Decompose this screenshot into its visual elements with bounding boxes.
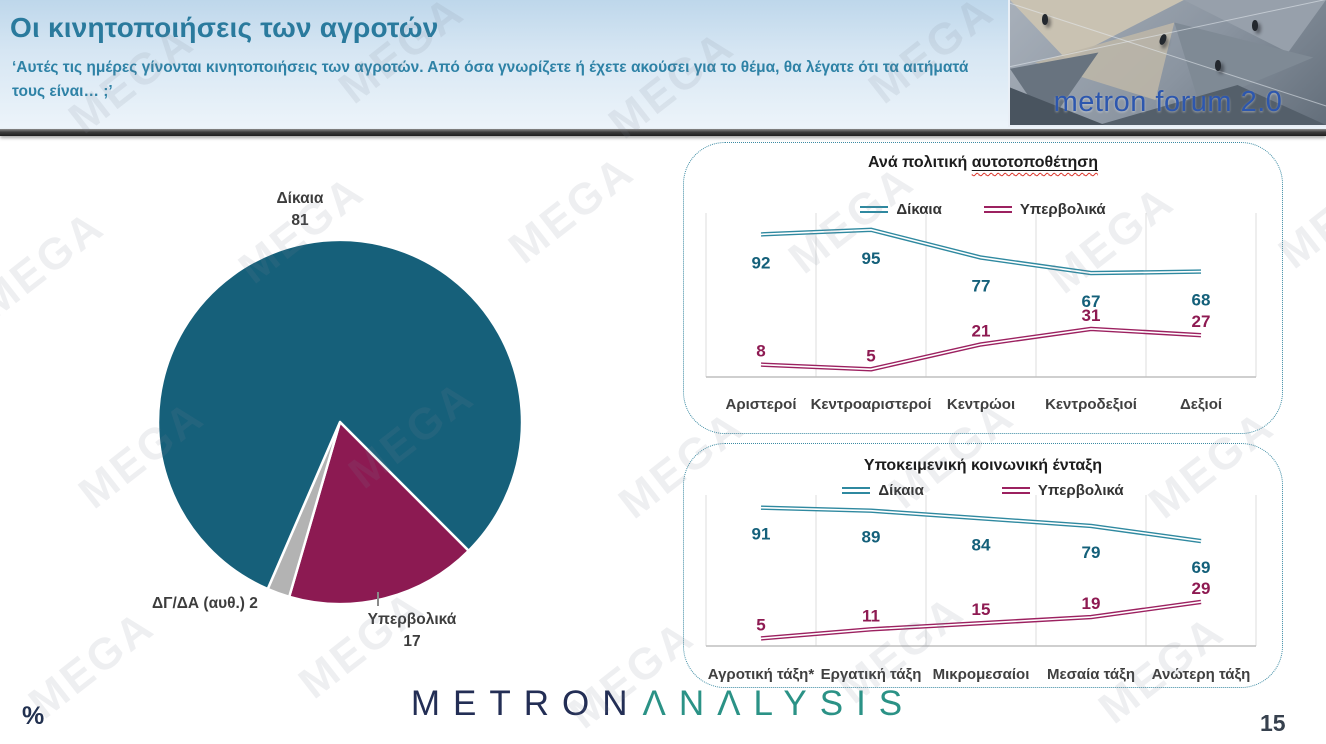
data-label: 92 — [752, 253, 771, 272]
data-label: 89 — [862, 528, 881, 547]
metron-forum-logo-text: metron forum 2.0 — [1053, 86, 1283, 118]
data-label: 29 — [1192, 579, 1211, 598]
percent-base-note: % — [22, 702, 45, 730]
page-title: Οι κινητοποιήσεις των αγροτών — [10, 12, 439, 43]
line-chart-social: Αγροτική τάξη* Εργατική τάξη Μικρομεσαίοι Μ… — [705, 495, 1257, 683]
pie-slice-1 — [287, 420, 470, 606]
category-label: Εργατική τάξη — [821, 666, 922, 683]
data-label: 69 — [1192, 558, 1211, 577]
pie-label-dikaia: Δίκαια 81 — [276, 190, 324, 230]
survey-question: ‘Αυτές τις ημέρες γίνονται κινητοποιήσει… — [12, 59, 969, 101]
legend-label: Υπερβολικά — [1037, 482, 1124, 499]
metron-forum-photo: metron forum 2.0 — [1008, 0, 1326, 127]
category-label: Δεξιοί — [1180, 396, 1222, 413]
data-label: 79 — [1082, 543, 1101, 562]
legend-item: Υπερβολικά — [1001, 482, 1124, 499]
category-label: Ανώτερη τάξη — [1152, 666, 1251, 683]
legend-label: Δίκαια — [878, 482, 924, 499]
data-label: 15 — [972, 600, 991, 619]
pie-label-yperbolika: Υπερβολικά 17 — [367, 611, 457, 651]
logo-analysis: ΛNΛLYSIS — [642, 684, 916, 723]
panel-political-selfplacement: Ανά πολιτική αυτοτοποθέτηση Δίκαια Υπερβο… — [683, 142, 1283, 434]
pie-chart — [156, 238, 524, 606]
data-label: 19 — [1082, 594, 1101, 613]
category-label: Αγροτική τάξη* — [708, 666, 815, 683]
metron-analysis-logo: METRONΛNΛLYSIS — [411, 684, 915, 724]
category-label: Αριστεροί — [726, 396, 797, 413]
panel-title: Υποκειμενική κοινωνική ένταξη — [863, 457, 1103, 474]
pie-slice-0 — [156, 238, 524, 591]
logo-metron: METRON — [410, 684, 641, 723]
panel-social-class: Υποκειμενική κοινωνική ένταξη Δίκαια Υπερ… — [683, 443, 1283, 688]
data-label: 67 — [1082, 292, 1101, 311]
category-label: Κεντροδεξιοί — [1045, 396, 1137, 413]
legend: Δίκαια Υπερβολικά — [684, 201, 1282, 218]
data-label: 68 — [1192, 291, 1211, 310]
photo-person — [1215, 60, 1221, 71]
data-label: 91 — [752, 525, 771, 544]
legend-item: Δίκαια — [842, 482, 924, 499]
legend-line-swatch — [860, 206, 889, 213]
page-number: 15 — [1260, 710, 1286, 736]
data-label: 21 — [972, 321, 991, 340]
legend: Δίκαια Υπερβολικά — [684, 482, 1282, 499]
data-label: 27 — [1192, 312, 1211, 331]
legend-item: Δίκαια — [860, 201, 942, 218]
data-label: 31 — [1082, 306, 1101, 325]
legend-label: Υπερβολικά — [1019, 201, 1106, 218]
legend-line-swatch — [1001, 487, 1030, 494]
pie-label-dgda: ΔΓ/ΔΑ (αυθ.) 2 — [152, 595, 258, 612]
data-label: 77 — [972, 277, 991, 296]
category-label: Μικρομεσαίοι — [933, 666, 1030, 683]
photo-person — [1042, 14, 1048, 25]
data-label: 84 — [972, 535, 991, 554]
category-label: Μεσαία τάξη — [1047, 666, 1135, 683]
data-label: 5 — [866, 346, 875, 365]
data-label: 5 — [756, 615, 765, 634]
mega-watermark: MEGA — [0, 200, 114, 329]
legend-label: Δίκαια — [896, 201, 942, 218]
photo-person — [1252, 20, 1258, 31]
line-chart-political: Αριστεροί Κεντροαριστεροί Κεντρώοι Κεντροδε… — [705, 213, 1257, 413]
category-label: Κεντροαριστεροί — [811, 396, 932, 413]
legend-line-swatch — [983, 206, 1012, 213]
pie-leader-line — [377, 592, 379, 606]
category-label: Κεντρώοι — [947, 396, 1015, 413]
legend-item: Υπερβολικά — [983, 201, 1106, 218]
data-label: 11 — [862, 606, 880, 625]
panel-title: Ανά πολιτική αυτοτοποθέτηση — [867, 154, 1099, 171]
header-divider — [0, 129, 1326, 136]
data-label: 95 — [862, 249, 881, 268]
data-label: 8 — [756, 342, 765, 361]
legend-line-swatch — [842, 487, 871, 494]
